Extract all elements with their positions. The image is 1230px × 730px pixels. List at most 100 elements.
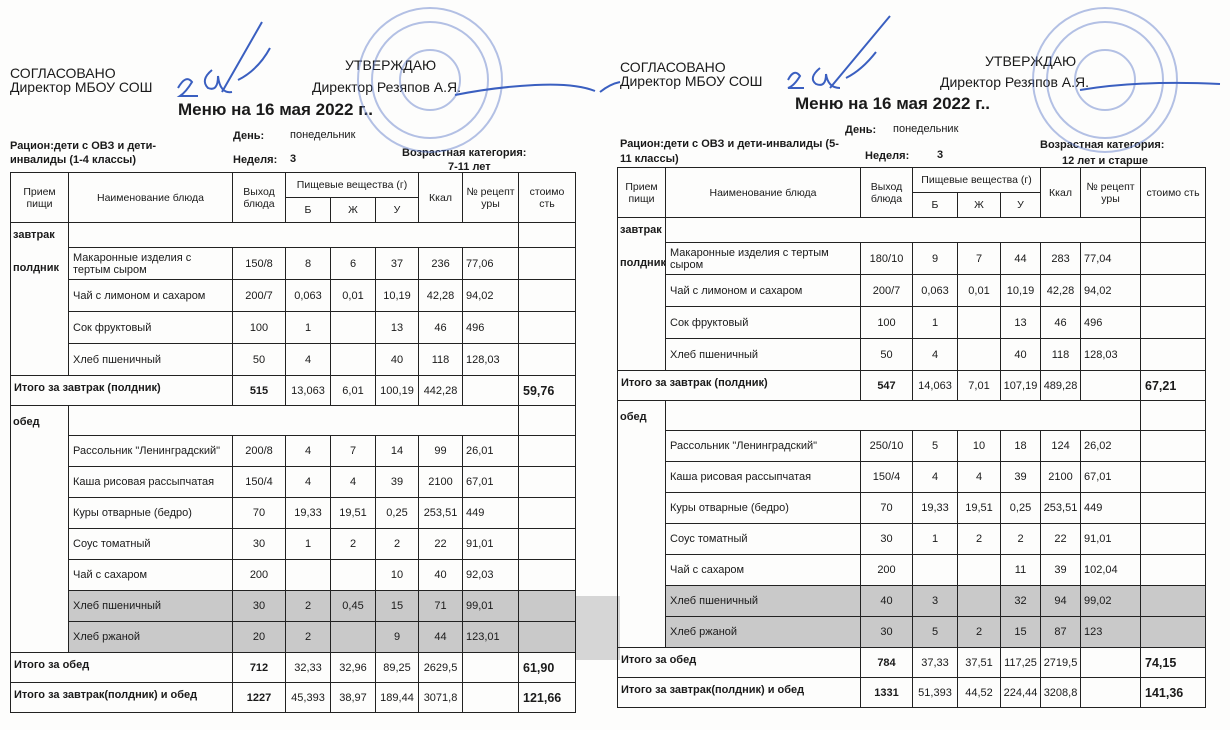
grand-total-row: Итого за завтрак(полдник) и обед 1331 51,3… [617,677,1207,708]
dish-recipe: 128,03 [1080,338,1142,371]
total-protein: 13,063 [285,375,331,406]
section-row: завтрак полдник [10,222,577,376]
dish-carbs: 15 [999,616,1042,648]
age-value: 7-11 лет [448,161,491,173]
week-value: 3 [290,153,297,165]
dish-recipe: 26,02 [1080,430,1142,462]
dish-carbs: 0,25 [374,497,420,529]
total-label: Итого за завтрак (полдник) [10,375,233,406]
table-row: Каша рисовая рассыпчатая 150/4 4 4 39 2100 67,… [618,461,1207,493]
dish-recipe: 123 [1080,616,1142,648]
header-recipe: № рецепт уры [1080,167,1142,218]
dish-fat: 2 [957,616,1001,648]
dish-carbs: 13 [999,306,1042,339]
dish-carbs: 39 [999,461,1042,493]
menu-table-5-11: Прием пищи Наименование блюда Выход блюда П… [617,167,1207,708]
dish-protein: 2 [285,621,331,653]
table-row: Рассольник "Ленинградский" 250/10 5 10 18 124… [618,430,1207,462]
dish-fat [330,311,376,344]
dish-carbs: 10 [374,559,420,591]
dish-protein: 19,33 [285,497,331,529]
dish-carbs: 10,19 [374,279,420,312]
header-cost: стоимо сть [518,172,577,223]
header-protein: Б [285,197,331,223]
dish-recipe: 128,03 [462,343,520,376]
dish-yield: 200/8 [232,435,286,467]
dish-cost [1140,242,1207,275]
ration-line-2: инвалиды (1-4 классы) [10,154,136,166]
table-row: Чай с лимоном и сахаром 200/7 0,063 0,01 10,… [618,274,1207,307]
ration-line-2: 11 классы) [620,153,679,165]
dish-fat: 4 [957,461,1001,493]
total-fat: 44,52 [957,677,1001,708]
header-carbs: У [374,197,420,223]
dish-cost [518,590,577,622]
dish-protein: 1 [285,528,331,560]
total-kcal: 2629,5 [418,652,464,683]
meal-label-secondary: полдник [13,262,59,274]
dish-cost [1140,616,1207,648]
dish-kcal: 99 [418,435,464,467]
total-fat: 38,97 [330,682,376,713]
week-value: 3 [937,149,944,161]
table-row: Сок фруктовый 100 1 13 46 496 [618,306,1207,339]
dish-protein [285,559,331,591]
dish-cost [518,435,577,467]
meal-label: обед [13,416,40,428]
total-carbs: 117,25 [999,647,1042,678]
table-row: Каша рисовая рассыпчатая 150/4 4 4 39 2100 67,… [11,466,577,498]
dish-name: Хлеб пшеничный [665,585,861,617]
total-label: Итого за завтрак(полдник) и обед [10,682,233,713]
dish-kcal: 46 [1040,306,1082,339]
dish-protein: 4 [912,461,958,493]
header-yield: Выход блюда [232,172,286,223]
total-yield: 515 [232,375,286,406]
table-row: Хлеб ржаной 30 5 2 15 87 123 [618,616,1207,648]
dish-name: Хлеб пшеничный [665,338,861,371]
meal-label-secondary: полдник [620,257,666,269]
dish-yield: 30 [860,616,913,648]
total-cost: 59,76 [518,375,577,406]
section-total-row: Итого за обед 712 32,33 32,96 89,25 2629,5 61,… [10,652,577,683]
dish-yield: 20 [232,621,286,653]
dish-kcal: 22 [418,528,464,560]
ration-line-1: Рацион:дети с ОВЗ и дети-инвалиды (5- [620,138,839,150]
total-yield: 712 [232,652,286,683]
dish-cost [1140,492,1207,524]
dish-recipe: 67,01 [462,466,520,498]
blank-cell [518,405,577,436]
dish-carbs: 40 [999,338,1042,371]
dish-kcal: 39 [1040,554,1082,586]
total-kcal: 489,28 [1040,370,1082,401]
dish-recipe: 91,01 [1080,523,1142,555]
dish-fat [957,338,1001,371]
dish-kcal: 87 [1040,616,1082,648]
dish-recipe: 123,01 [462,621,520,653]
total-kcal: 2719,5 [1040,647,1082,678]
dish-kcal: 2100 [1040,461,1082,493]
dish-recipe: 102,04 [1080,554,1142,586]
header-recipe: № рецепт уры [462,172,520,223]
meal-cell: обед [617,400,666,648]
blank-cell [67,222,520,248]
dish-cost [518,279,577,312]
day-label: День: [845,124,877,136]
age-label: Возрастная категория: [1040,139,1165,151]
total-label: Итого за обед [10,652,233,683]
meal-cell: обед [10,405,69,653]
dish-name: Соус томатный [665,523,861,555]
dish-protein: 4 [912,338,958,371]
blank-cell [1140,217,1207,243]
dish-fat: 2 [957,523,1001,555]
agreed-label: СОГЛАСОВАНО [10,65,116,81]
menu-title: Меню на 16 мая 2022 г.. [795,94,991,113]
dish-recipe: 92,03 [462,559,520,591]
header-fat: Ж [957,192,1001,218]
header-kcal: Ккал [1040,167,1082,218]
table-row: Чай с сахаром 200 11 39 102,04 [618,554,1207,586]
table-row: Макаронные изделия с тертым сыром 150/8 8 6… [11,247,577,280]
dish-recipe: 496 [1080,306,1142,339]
dish-carbs: 9 [374,621,420,653]
section-total-row: Итого за обед 784 37,33 37,51 117,25 2719,5 74… [617,647,1207,678]
